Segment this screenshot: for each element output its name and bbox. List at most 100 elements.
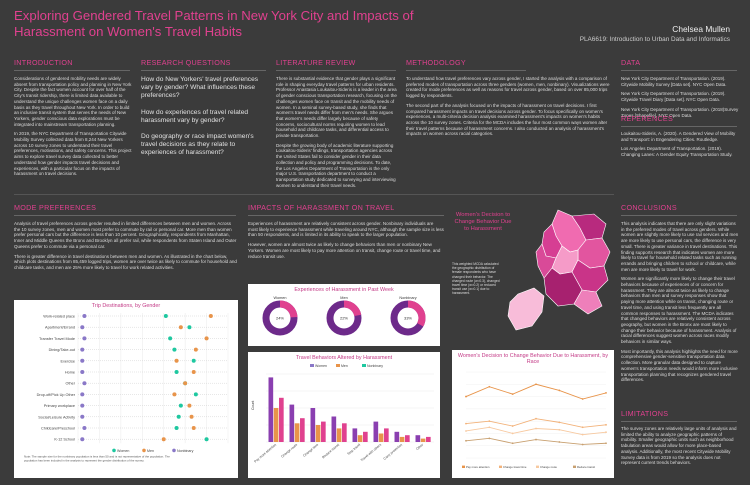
category-label: Drop-off/Pick Up Other [37, 393, 76, 397]
line-chart-svg: Pay more attention Change travel time Chan… [462, 371, 607, 469]
data-point [80, 403, 85, 408]
series-line [465, 383, 607, 400]
data-point [465, 430, 467, 432]
methodology-text: To understand how travel preferences var… [406, 76, 612, 141]
limitations-paragraph: The survey zones are relatively large un… [621, 426, 737, 466]
map-title: Women's Decision to Change Behavior Due … [454, 212, 512, 232]
data-point [80, 325, 85, 330]
legend-label: Nonbinary [177, 449, 194, 453]
header-mode-preferences: MODE PREFERENCES [14, 203, 236, 216]
methodology-paragraph: The second part of the analysis focused … [406, 102, 608, 137]
bar [294, 423, 300, 442]
data-point [488, 426, 491, 429]
data-point [535, 417, 537, 420]
bar [378, 433, 384, 442]
bar [289, 404, 295, 442]
course-name: PLA6619: Introduction to Urban Data and … [579, 36, 730, 43]
data-point [183, 381, 188, 386]
bar [420, 438, 426, 442]
chart-title: Experiences of Harassment in Past Week [294, 287, 394, 293]
data-point [558, 389, 561, 392]
intro-paragraph: In 2019, the NYC Department of Transport… [14, 131, 132, 177]
bar [331, 416, 337, 442]
data-point [535, 383, 537, 386]
data-point [465, 439, 467, 442]
bar [399, 436, 405, 442]
legend-label: Nonbinary [367, 364, 383, 368]
data-point [80, 392, 85, 397]
data-point [535, 438, 537, 441]
data-point [511, 442, 514, 445]
donut-label: Women [273, 296, 286, 300]
chart-note: population has been included in the anal… [24, 458, 145, 462]
data-point [82, 336, 87, 341]
author-block: Chelsea Mullen PLA6619: Introduction to … [580, 24, 730, 43]
header-methodology: METHODOLOGY [406, 58, 526, 71]
donut-label: Men [340, 296, 347, 300]
data-point [187, 325, 192, 330]
intro-text: Considerations of gendered mobility need… [14, 76, 132, 181]
data-point [465, 395, 467, 398]
data-point [187, 403, 192, 408]
bar [321, 421, 326, 442]
legend-swatch [112, 448, 116, 453]
reference: Loukaitou-Sideris, A. (2020). A Gendered… [621, 131, 736, 142]
data-point [172, 347, 177, 352]
header-limitations: LIMITATIONS [621, 409, 737, 422]
header-data: DATA [621, 58, 737, 71]
data-point [581, 443, 584, 446]
data-point [189, 414, 194, 419]
chart-title: Women's Decision to Change Behavior Due … [457, 353, 609, 365]
data-point [605, 431, 607, 434]
references-text: Loukaitou-Sideris, A. (2020). A Gendered… [621, 131, 739, 162]
header-introduction: INTRODUCTION [14, 58, 130, 71]
legend-swatch [536, 465, 539, 468]
dot-plot-svg: Work-related place Apartment/Errand Transf… [24, 313, 229, 462]
data-point [605, 442, 607, 445]
data-point [511, 425, 514, 427]
bar [357, 435, 363, 442]
legend-label: Change travel time [503, 465, 527, 469]
research-questions: How do New Yorkers' travel preferences v… [141, 76, 265, 166]
data-point [174, 370, 179, 374]
data-point [605, 423, 607, 426]
bar [426, 436, 431, 442]
data-point [488, 437, 491, 440]
data-point [80, 414, 85, 419]
data-point [174, 426, 179, 430]
conclusions-text: This analysis indicates that there are o… [621, 221, 739, 387]
bar [315, 425, 321, 442]
mode-paragraph: Analysis of travel preferences across ge… [14, 221, 237, 249]
data-point [161, 437, 166, 442]
row-divider [14, 194, 614, 195]
x-tick-label: Change time [302, 443, 319, 458]
research-question: How do New Yorkers' travel preferences v… [141, 76, 259, 100]
category-label: Childcare/Preschool [41, 427, 75, 431]
bar [268, 377, 274, 442]
impacts-text: Experiences of harassment are relatively… [248, 221, 444, 263]
data-point [82, 381, 87, 386]
data-point [558, 441, 561, 443]
legend-swatch [142, 448, 146, 453]
category-label: Dining/Take-out [49, 348, 76, 352]
header-literature-review: LITERATURE REVIEW [276, 58, 396, 71]
header-references: REFERENCES [621, 114, 737, 127]
data-point [191, 358, 196, 363]
bar [384, 428, 389, 442]
data-source: New York City Department of Transportati… [621, 76, 727, 87]
map-note: This weighted MCDA calculated the geogra… [452, 262, 500, 296]
series-line [465, 418, 607, 428]
chart-title: Travel Behaviors Altered by Harassment [295, 355, 393, 361]
data-sources: New York City Department of Transportati… [621, 76, 739, 122]
data-point [558, 428, 561, 431]
conclusions-paragraph: Women are significantly more likely to c… [621, 276, 737, 345]
conclusions-paragraph: Most importantly, this analysis highligh… [621, 348, 738, 383]
data-point [488, 385, 491, 388]
legend-swatch [336, 364, 340, 367]
race-line-chart: Women's Decision to Change Behavior Due … [452, 350, 614, 478]
data-point [82, 314, 87, 318]
x-tick-label: Travel with others [360, 442, 383, 462]
bar [279, 397, 284, 442]
nyc-zones-map [507, 209, 611, 331]
donut-svg: Women 24% Men 22% Nonbinary 33% [262, 296, 426, 336]
